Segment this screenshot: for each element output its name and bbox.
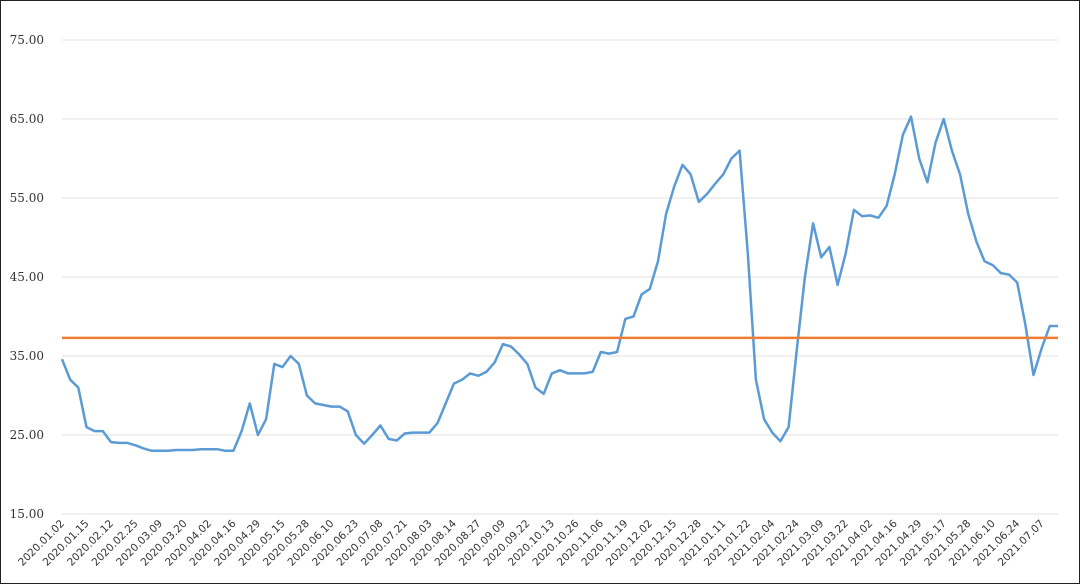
line-series [60,115,1058,453]
y-tick-label: 65.00 [10,112,44,126]
y-tick-label: 55.00 [10,191,44,205]
y-tick-label: 15.00 [10,507,44,521]
y-tick-label: 75.00 [10,33,44,47]
y-tick-label: 35.00 [10,349,44,363]
y-tick-label: 45.00 [10,270,44,284]
y-tick-label: 25.00 [10,428,44,442]
